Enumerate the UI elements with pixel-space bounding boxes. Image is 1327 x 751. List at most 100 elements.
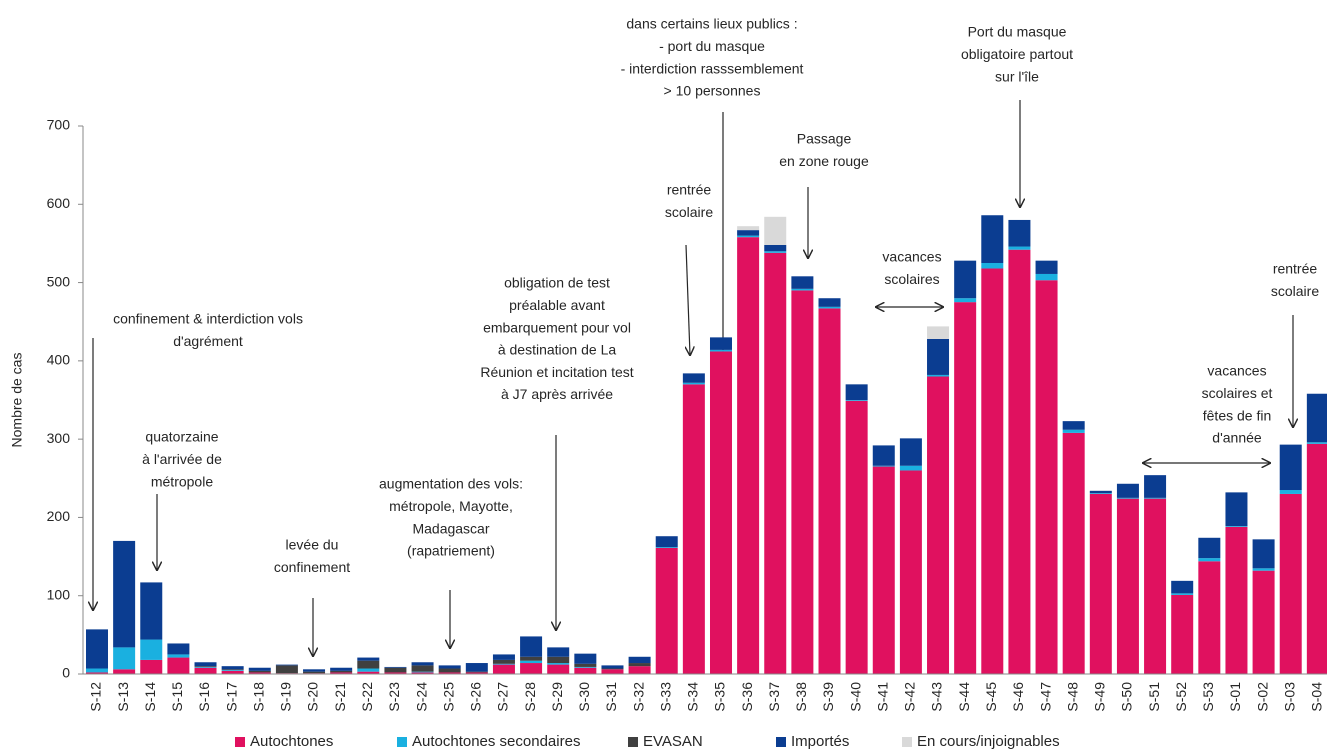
bar-segment: [248, 667, 271, 671]
annotation: métropole: [151, 473, 213, 489]
bar-segment: [357, 671, 380, 674]
bar-segment: [86, 668, 108, 673]
bar-segment: [411, 665, 434, 672]
bar-segment: [113, 540, 136, 648]
x-tick-label: S-51: [1146, 682, 1162, 712]
x-tick-label: S-14: [142, 682, 158, 712]
bar-segment: [357, 657, 380, 661]
annotation: obligatoire partout: [961, 46, 1073, 62]
bar-segment: [927, 326, 950, 339]
bar-segment: [520, 660, 543, 664]
annotation: métropole, Mayotte,: [389, 498, 513, 514]
x-tick-label: S-21: [332, 682, 348, 712]
x-tick-label: S-47: [1037, 682, 1053, 712]
bar-segment: [1279, 493, 1302, 674]
bar-segment: [1062, 432, 1085, 674]
annotation: vacances: [1207, 363, 1266, 379]
bar-segment: [492, 654, 515, 660]
y-axis-label: Nombre de cas: [9, 353, 25, 448]
arrows: [93, 100, 1293, 656]
annotation: augmentation des vols:: [379, 476, 523, 492]
bar-segment: [655, 547, 678, 548]
bar-segment: [872, 465, 895, 467]
x-tick-label: S-18: [250, 682, 266, 712]
annotation: à J7 après arrivée: [501, 386, 613, 402]
bar-segment: [628, 663, 651, 667]
x-tick-label: S-52: [1173, 682, 1189, 712]
annotation: Port du masque: [968, 24, 1067, 40]
bar-segment: [574, 663, 597, 667]
x-tick-label: S-27: [495, 682, 511, 712]
bar-segment: [384, 666, 407, 668]
bar-segment: [1171, 594, 1194, 674]
bar-segment: [1225, 526, 1248, 527]
bar-segment: [357, 668, 380, 672]
bar-segment: [1252, 568, 1275, 571]
bar-segment: [1008, 219, 1031, 247]
bar-segment: [194, 666, 217, 668]
annotation: scolaires et: [1202, 385, 1273, 401]
arrow: [686, 244, 690, 355]
bar-segment: [981, 215, 1004, 263]
annotation: sur l'île: [995, 68, 1039, 84]
bar-segment: [1144, 475, 1167, 498]
bar-segment: [547, 647, 570, 657]
bar-segment: [1279, 490, 1302, 494]
bar-segment: [628, 666, 651, 674]
legend-label: En cours/injoignables: [917, 733, 1060, 750]
y-tick-label: 600: [47, 195, 71, 211]
bar-segment: [791, 288, 814, 291]
bar-segment: [655, 536, 678, 548]
bar-segment: [1279, 444, 1302, 491]
x-tick-label: S-43: [929, 682, 945, 712]
bar-segment: [574, 666, 597, 668]
annotation: - port du masque: [659, 38, 765, 54]
x-tick-label: S-24: [413, 682, 429, 712]
bar-segment: [601, 665, 624, 669]
bar-segment: [872, 445, 895, 466]
legend-swatch: [902, 737, 912, 747]
annotation: embarquement pour vol: [483, 319, 631, 335]
bar-segment: [845, 384, 868, 400]
annotation: vacances: [882, 249, 941, 265]
bar-segment: [845, 400, 868, 674]
bar-segment: [818, 306, 841, 309]
x-tick-label: S-39: [820, 682, 836, 712]
bar-segment: [954, 302, 977, 674]
bar-segment: [465, 671, 488, 673]
y-tick-label: 700: [47, 117, 71, 133]
y-tick-label: 500: [47, 273, 71, 289]
y-tick-label: 200: [47, 508, 71, 524]
bar-segment: [411, 662, 434, 666]
bar-segment: [899, 470, 922, 674]
bar-segment: [384, 672, 407, 674]
bar-segment: [86, 629, 108, 669]
bar-segment: [1116, 483, 1139, 498]
x-tick-label: S-42: [902, 682, 918, 712]
x-tick-label: S-40: [847, 682, 863, 712]
bar-segment: [818, 298, 841, 307]
x-tick-label: S-01: [1227, 682, 1243, 712]
x-tick-label: S-19: [278, 682, 294, 712]
legend-swatch: [628, 737, 638, 747]
legend-swatch: [776, 737, 786, 747]
bar-segment: [547, 663, 570, 665]
bar-segment: [927, 338, 950, 375]
bar-segment: [628, 656, 651, 664]
bar-segment: [1144, 497, 1167, 499]
x-tick-label: S-50: [1119, 682, 1135, 712]
bar-segment: [330, 670, 353, 673]
bar-segment: [709, 349, 732, 352]
annotation: > 10 personnes: [664, 83, 761, 99]
bar-segment: [709, 337, 732, 350]
bar-segment: [411, 671, 434, 673]
bar-segment: [872, 466, 895, 674]
bar-segment: [1198, 537, 1221, 559]
bar-segment: [1035, 273, 1058, 281]
x-tick-label: S-32: [630, 682, 646, 712]
bar-segment: [520, 656, 543, 661]
bar-segment: [167, 643, 190, 655]
y-tick-label: 0: [62, 665, 70, 681]
bar-segment: [1252, 570, 1275, 674]
